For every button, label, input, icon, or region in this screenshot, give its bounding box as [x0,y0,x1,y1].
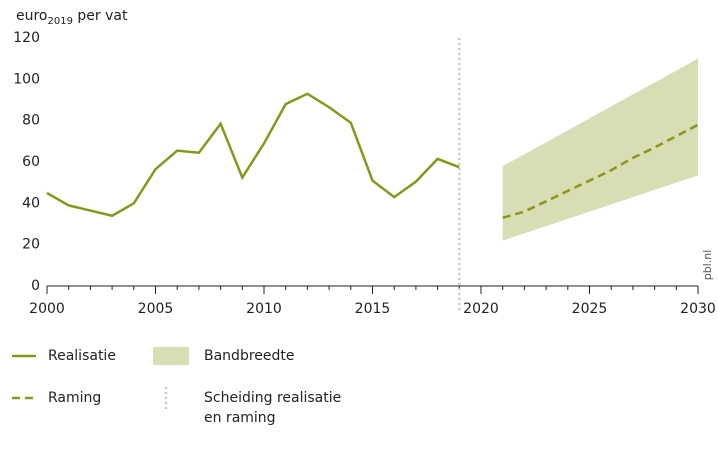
legend-label: Bandbreedte [204,348,295,364]
legend-label: en raming [204,410,276,426]
legend-swatch [153,347,189,365]
x-tick-label: 2030 [680,301,716,317]
y-axis-label: euro2019 per vat [16,8,128,27]
x-tick-label: 2010 [246,301,282,317]
x-tick-label: 2025 [572,301,608,317]
legend-label: Raming [48,390,101,406]
y-tick-label: 60 [22,154,40,170]
x-tick-label: 2020 [463,301,499,317]
x-tick-label: 2005 [138,301,174,317]
x-tick-label: 2015 [355,301,391,317]
y-label-sub: 2019 [48,16,73,27]
x-tick-label: 2000 [29,301,65,317]
y-tick-label: 120 [13,30,40,46]
series-line [502,123,699,220]
band-area [502,58,698,241]
y-tick-label: 20 [22,237,40,253]
y-label-main: euro [16,8,48,24]
y-label-rest: per vat [73,8,128,24]
y-tick-label: 100 [13,71,40,87]
y-tick-label: 80 [22,113,40,129]
legend-label: Realisatie [48,348,116,364]
y-tick-label: 40 [22,195,40,211]
watermark: pbl.nl [701,250,714,281]
legend-label: Scheiding realisatie [204,390,341,406]
series-line [46,92,460,218]
y-tick-label: 0 [31,278,40,294]
